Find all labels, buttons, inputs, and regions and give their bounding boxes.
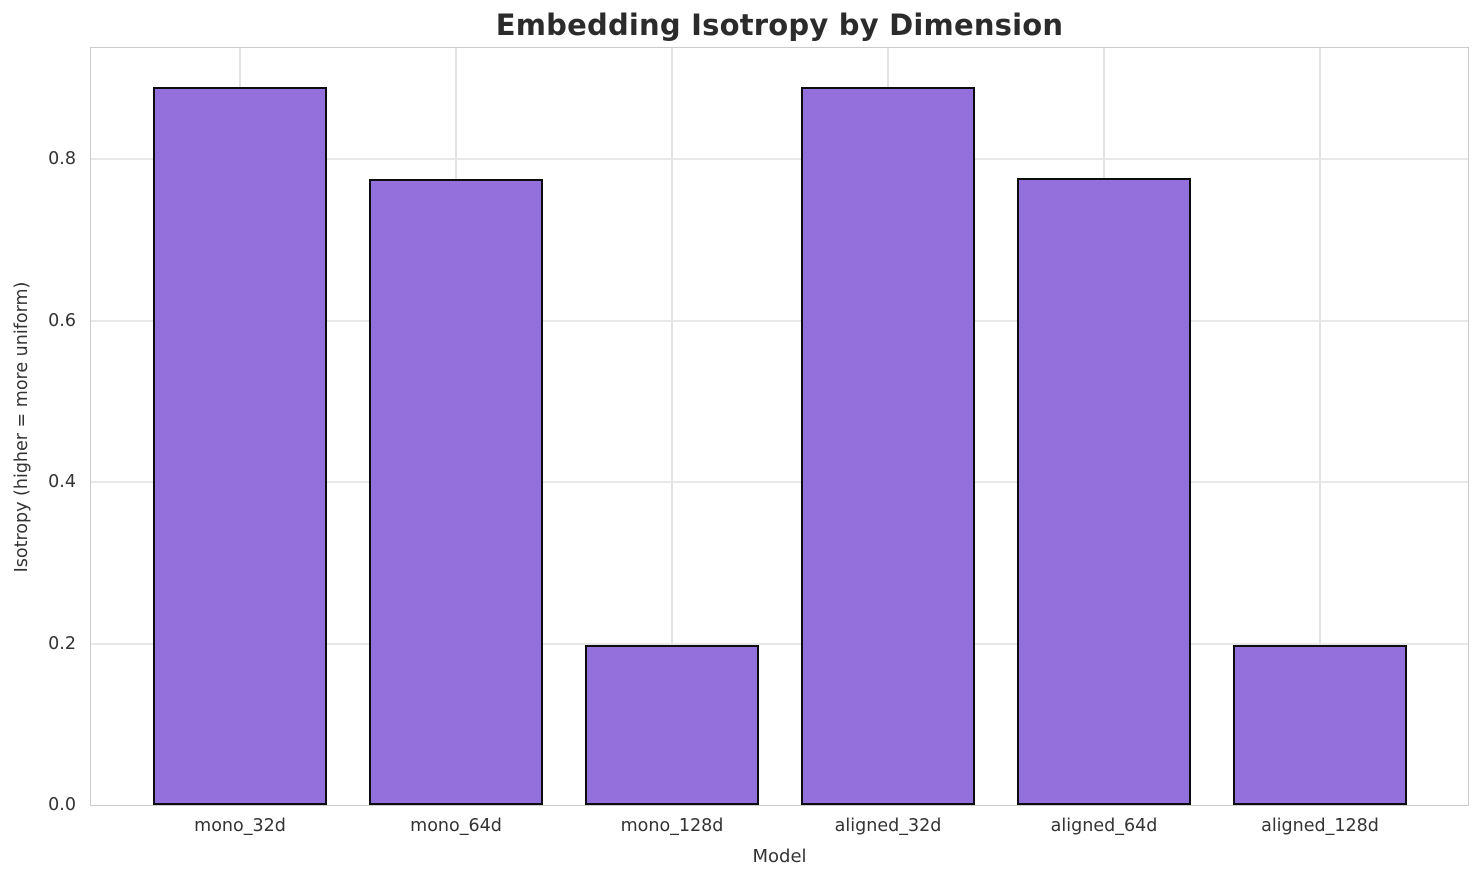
chart-title: Embedding Isotropy by Dimension [495,8,1064,42]
x-tick-label-mono_64d: mono_64d [410,816,502,836]
bar-mono_128d [585,645,759,805]
x-axis-label: Model [752,846,807,867]
plot-area [90,47,1469,806]
y-tick-label: 0.8 [48,149,76,170]
y-tick-label: 0.4 [48,472,76,492]
x-tick-label-aligned_32d: aligned_32d [834,816,942,836]
x-tick-label-aligned_64d: aligned_64d [1050,816,1158,836]
horizontal-gridline [91,319,1468,322]
bar-aligned_128d [1233,645,1407,805]
horizontal-gridline [91,642,1468,645]
horizontal-gridline [91,481,1468,483]
y-tick-label: 0.0 [48,795,76,815]
y-tick-label: 0.6 [48,310,76,331]
bar-mono_32d [153,87,327,805]
x-tick-label-mono_32d: mono_32d [194,816,286,836]
x-tick-label-aligned_128d: aligned_128d [1261,816,1379,836]
y-tick-label: 0.2 [48,633,76,654]
horizontal-gridline [91,158,1468,161]
bar-aligned_64d [1017,178,1191,805]
vertical-gridline [671,48,673,805]
x-tick-label-mono_128d: mono_128d [620,816,724,836]
bar-mono_64d [369,179,543,805]
bar-aligned_32d [801,87,975,805]
vertical-gridline [1319,48,1321,805]
